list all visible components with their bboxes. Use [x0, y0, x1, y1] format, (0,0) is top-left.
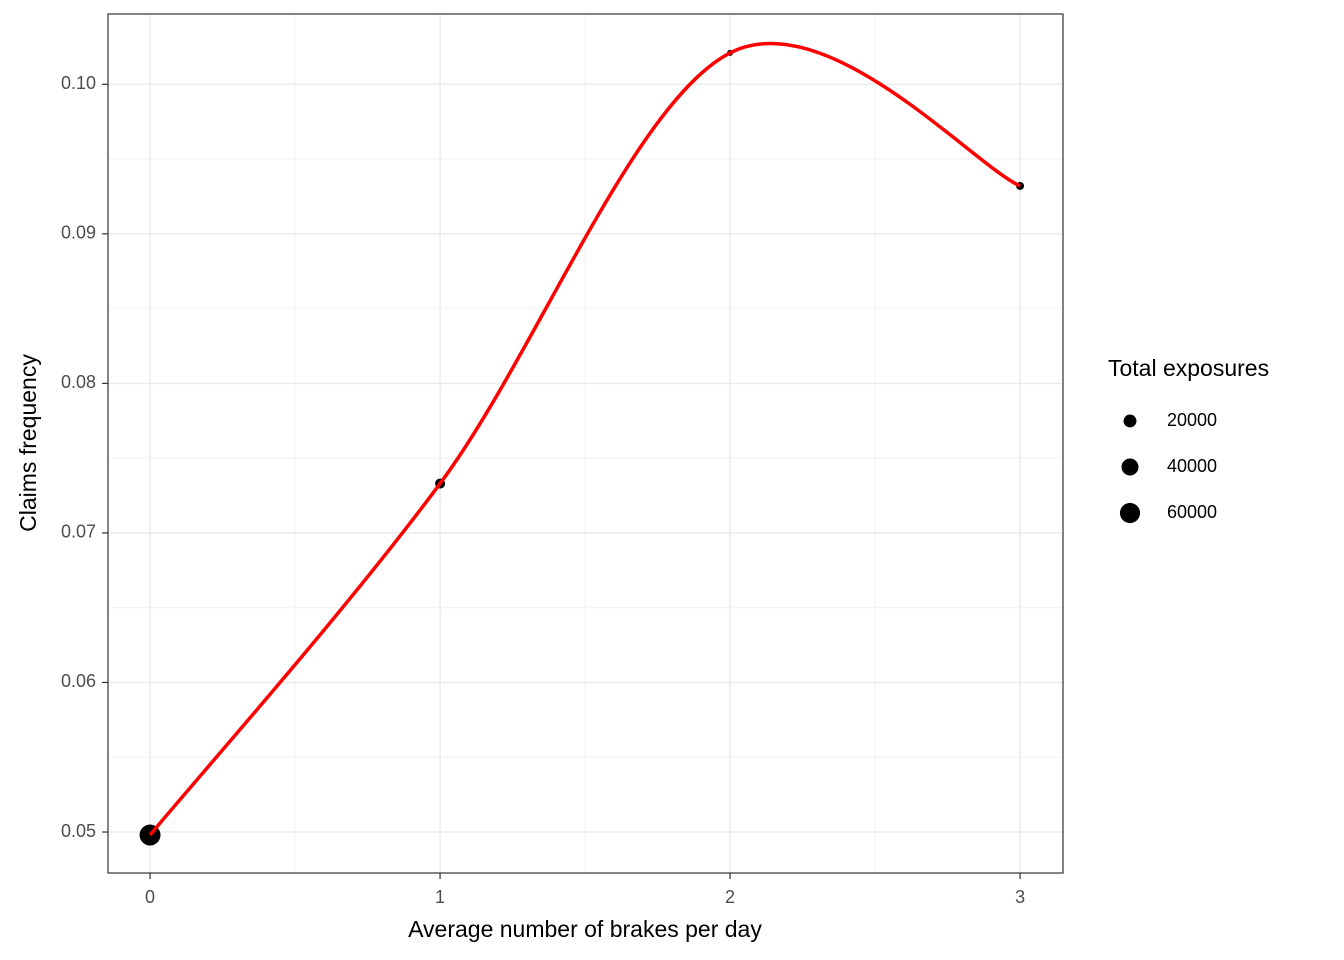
- x-tick-label: 2: [725, 887, 735, 907]
- legend-label: 20000: [1167, 410, 1217, 430]
- legend-label: 40000: [1167, 456, 1217, 476]
- legend-key: [1123, 414, 1137, 428]
- y-tick-label: 0.09: [61, 223, 96, 243]
- y-axis-title: Claims frequency: [15, 354, 41, 532]
- legend-label: 60000: [1167, 502, 1217, 522]
- x-tick-label: 0: [145, 887, 155, 907]
- y-tick-label: 0.05: [61, 821, 96, 841]
- x-tick-label: 3: [1015, 887, 1025, 907]
- plot-border: [107, 13, 1064, 874]
- y-tick-label: 0.06: [61, 671, 96, 691]
- y-tick-label: 0.07: [61, 522, 96, 542]
- legend-key: [1119, 502, 1141, 524]
- smooth-line: [148, 41, 1021, 837]
- legend-key: [1121, 458, 1139, 476]
- x-tick-label: 1: [435, 887, 445, 907]
- legend-title: Total exposures: [1108, 355, 1269, 381]
- y-tick-label: 0.08: [61, 372, 96, 392]
- y-tick-label: 0.10: [61, 73, 96, 93]
- x-axis-title: Average number of brakes per day: [408, 916, 762, 942]
